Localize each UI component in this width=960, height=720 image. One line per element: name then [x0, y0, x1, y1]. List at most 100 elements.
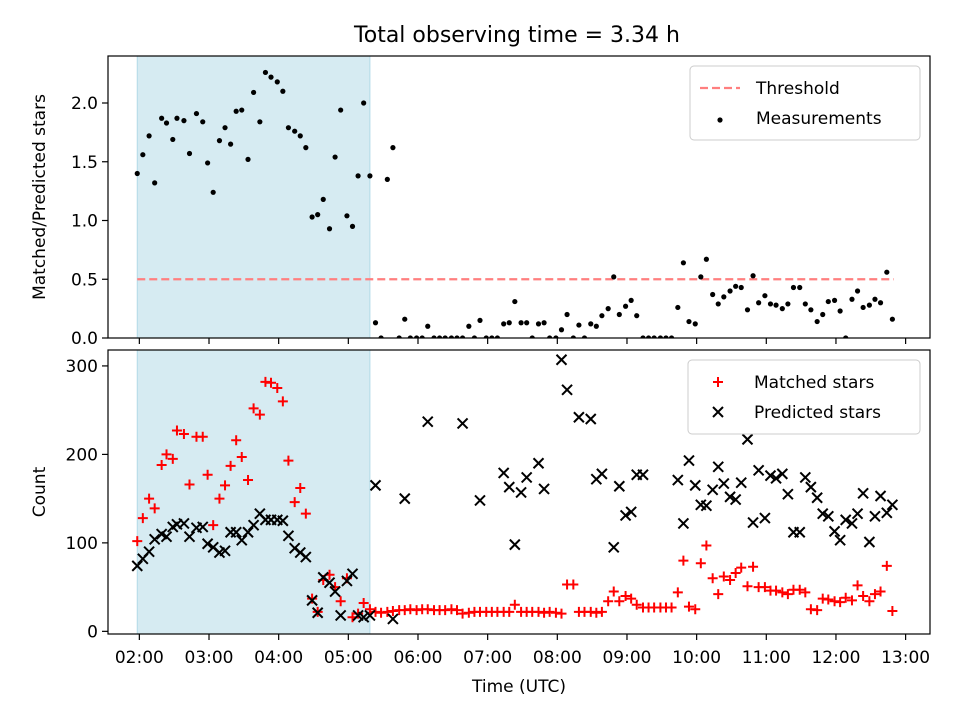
y-tick-label: 200 [66, 445, 98, 465]
measurements-point [831, 297, 838, 303]
x-tick-label: 11:00 [742, 648, 791, 668]
predicted-stars-point [538, 483, 550, 495]
matched-stars-point [603, 596, 614, 607]
measurements-point [419, 335, 425, 338]
predicted-stars-point [346, 568, 359, 580]
measurements-point [797, 284, 803, 291]
measurements-point [268, 74, 274, 80]
measurements-point [216, 138, 223, 144]
predicted-stars-point [817, 507, 829, 520]
measurements-point [808, 307, 814, 313]
predicted-stars-point [811, 492, 823, 504]
matched-stars-point [300, 508, 311, 519]
matched-stars-point [800, 587, 811, 598]
matched-stars-point [289, 497, 300, 508]
measurements-point [570, 335, 576, 338]
measurements-point [140, 152, 146, 158]
measurements-point [628, 297, 634, 303]
matched-stars-point [225, 460, 236, 471]
measurements-point [326, 226, 333, 232]
measurements-point [285, 125, 292, 131]
matched-stars-point [184, 479, 195, 490]
predicted-stars-point [608, 541, 620, 554]
measurements-point [837, 308, 843, 314]
matched-stars-point [197, 431, 208, 442]
measurements-point [494, 335, 501, 338]
matched-stars-point [782, 589, 793, 600]
predicted-stars-point [585, 413, 597, 425]
predicted-stars-point [613, 480, 626, 492]
matched-stars-point [631, 599, 642, 610]
matched-stars-point [840, 592, 851, 603]
measurements-point [553, 335, 559, 338]
x-tick-label: 10:00 [672, 648, 721, 668]
measurements-point [396, 335, 402, 338]
matched-stars-point [858, 590, 869, 601]
measurements-point [872, 296, 878, 302]
matched-stars-point [236, 452, 247, 463]
predicted-stars-point [497, 467, 510, 479]
predicted-stars-point [764, 469, 777, 482]
figure-title: Total observing time = 3.34 h [353, 23, 680, 48]
predicted-stars-point [747, 516, 759, 529]
measurements-point [558, 327, 565, 333]
measurements-point [257, 119, 263, 125]
predicted-stars-point [863, 536, 876, 548]
y-tick-label: 0 [87, 622, 98, 642]
measurements-point [280, 88, 286, 94]
predicted-stars-point [672, 474, 684, 486]
measurements-point [692, 321, 698, 327]
matched-stars-point [759, 582, 770, 593]
legend-label: Measurements [756, 109, 882, 129]
measurements-point [715, 301, 721, 307]
measurements-point [233, 108, 239, 114]
measurements-point [454, 335, 460, 338]
predicted-stars-point [846, 517, 858, 530]
matched-stars-point [137, 513, 148, 524]
measurements-point [535, 321, 542, 327]
matched-stars-point [777, 587, 788, 598]
predicted-stars-point [689, 479, 701, 492]
measurements-point [274, 79, 280, 85]
measurements-point [239, 107, 245, 113]
y-axis-label: Count [30, 466, 50, 517]
measurements-point [355, 173, 361, 179]
measurements-point [448, 335, 455, 338]
measurements-point [402, 316, 408, 322]
matched-stars-point [846, 595, 857, 606]
measurements-point [512, 298, 518, 305]
measurements-point [790, 284, 797, 291]
predicted-stars-point [334, 609, 347, 622]
measurements-point [390, 145, 396, 151]
measurements-point [159, 115, 165, 121]
measurements-point [854, 288, 861, 294]
measurements-point [292, 128, 298, 134]
matched-stars-point [248, 403, 259, 414]
x-tick-label: 09:00 [602, 648, 651, 668]
predicted-stars-point [857, 487, 869, 500]
measurements-point [686, 318, 692, 325]
predicted-stars-point [555, 354, 568, 366]
matched-stars-point [875, 586, 886, 597]
predicted-stars-point [805, 481, 817, 493]
predicted-stars-point [683, 454, 695, 467]
predicted-stars-point [341, 575, 353, 587]
x-axis-label: Time (UTC) [471, 677, 566, 697]
measurements-point [344, 213, 350, 219]
measurements-point [825, 298, 831, 305]
measurements-point [657, 335, 664, 338]
measurements-point [186, 150, 193, 157]
matched-stars-point [794, 584, 805, 595]
measurements-point [738, 284, 744, 291]
predicted-stars-point [306, 594, 318, 607]
measurements-point [744, 307, 751, 313]
matched-stars-point [220, 480, 231, 491]
measurements-point [262, 69, 269, 76]
measurements-point [170, 136, 176, 143]
x-tick-label: 13:00 [881, 648, 930, 668]
matched-stars-point [307, 593, 318, 604]
matched-stars-point [144, 493, 155, 504]
predicted-stars-point [474, 494, 486, 507]
measurements-point [436, 335, 443, 338]
measurements-point [205, 160, 211, 166]
